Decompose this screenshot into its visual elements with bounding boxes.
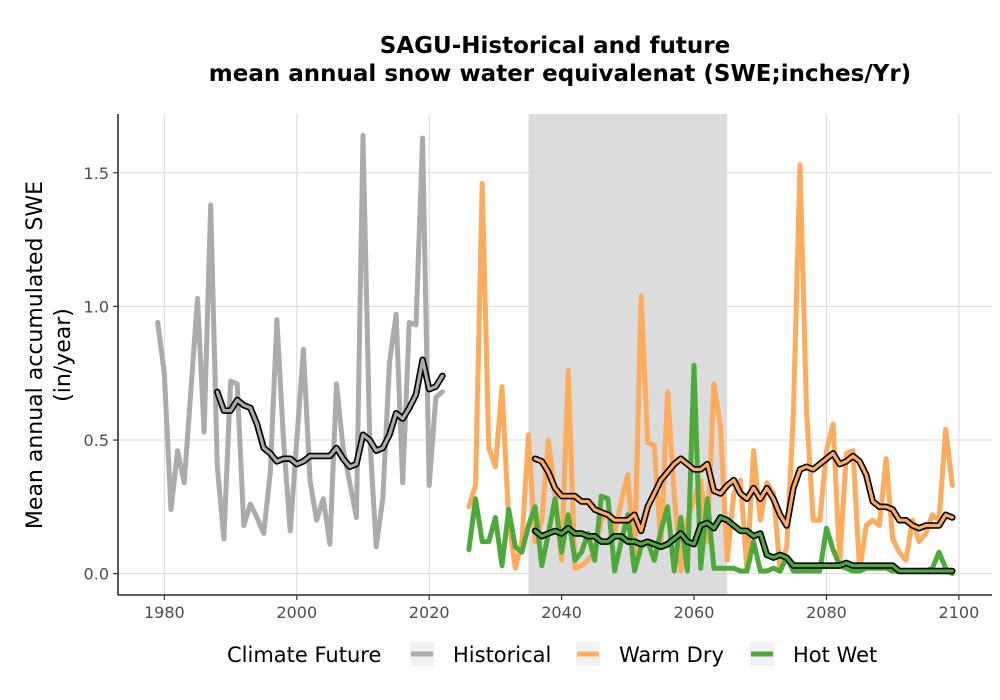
y-axis-label-line1: Mean annual accumulated SWE xyxy=(23,181,48,529)
y-tick-label: 1.5 xyxy=(84,164,109,183)
y-tick-label: 1.0 xyxy=(84,297,109,316)
legend-title: Climate Future xyxy=(227,643,381,667)
smooth-line-historical xyxy=(215,358,444,469)
series-line-historical xyxy=(155,132,445,550)
series-line-warm-dry xyxy=(466,162,955,574)
y-axis-label: Mean annual accumulated SWE (in/year) xyxy=(23,181,76,529)
legend-label-hot-wet: Hot Wet xyxy=(793,643,877,667)
x-tick-label: 2100 xyxy=(939,603,980,622)
x-tick-label: 2000 xyxy=(276,603,317,622)
x-tick-label: 1980 xyxy=(144,603,185,622)
chart-title: SAGU-Historical and future xyxy=(380,33,730,59)
legend-label-historical: Historical xyxy=(453,643,551,667)
x-tick-label: 2060 xyxy=(674,603,715,622)
y-tick-label: 0.5 xyxy=(84,431,109,450)
smooth-line-hot-wet xyxy=(533,515,954,573)
x-tick-label: 2040 xyxy=(541,603,582,622)
x-tick-label: 2080 xyxy=(806,603,847,622)
y-tick-label: 0.0 xyxy=(84,565,109,584)
legend: Climate Future Historical Warm Dry Hot Wet xyxy=(227,642,877,667)
axes: 0.0 0.5 1.0 1.5 1980 2000 2020 2040 2060 2080 2100 xyxy=(84,114,992,622)
y-axis-label-line2: (in/year) xyxy=(51,308,76,402)
smooth-line-warm-dry xyxy=(533,451,954,533)
legend-label-warm-dry: Warm Dry xyxy=(619,643,724,667)
chart-title-group: SAGU-Historical and future mean annual s… xyxy=(209,33,911,87)
series-layer xyxy=(155,132,956,577)
chart-subtitle: mean annual snow water equivalenat (SWE;… xyxy=(209,61,911,87)
x-tick-label: 2020 xyxy=(409,603,450,622)
